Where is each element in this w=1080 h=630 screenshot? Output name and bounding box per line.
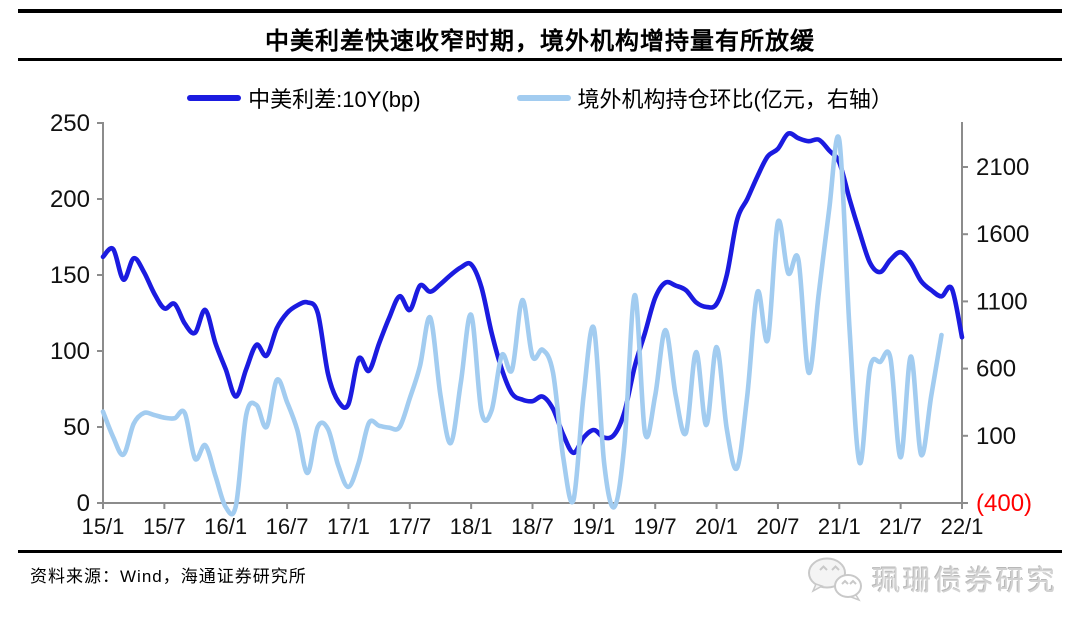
chart-legend: 中美利差:10Y(bp) 境外机构持仓环比(亿元，右轴） xyxy=(0,82,1080,114)
spread-line-swatch xyxy=(187,95,242,101)
top-rule xyxy=(18,9,1062,13)
left-axis-tick-label: 100 xyxy=(50,338,90,365)
x-axis-tick-label: 17/1 xyxy=(327,514,370,539)
x-axis-tick-label: 18/7 xyxy=(511,514,554,539)
left-axis-tick-label: 50 xyxy=(63,414,90,441)
right-axis-tick-label: 2100 xyxy=(976,154,1029,181)
right-axis-tick-label: 100 xyxy=(976,423,1016,450)
holdings-line-swatch xyxy=(516,95,571,101)
right-axis-tick-label: 1100 xyxy=(976,288,1028,315)
spread-line xyxy=(100,130,965,456)
left-axis-tick-label: 0 xyxy=(77,490,90,517)
watermark-text: 珮珊债券研究 xyxy=(871,566,1058,597)
right-axis-tick-label: 600 xyxy=(976,356,1016,383)
legend-label-holdings: 境外机构持仓环比(亿元，右轴） xyxy=(577,87,893,112)
x-axis-tick-label: 20/7 xyxy=(757,514,800,539)
legend-label-spread: 中美利差:10Y(bp) xyxy=(248,87,421,112)
series-lines xyxy=(100,130,965,517)
holdings-line xyxy=(100,134,944,517)
legend-item-spread: 中美利差:10Y(bp) xyxy=(187,82,421,114)
x-axis-tick-label: 19/7 xyxy=(634,514,677,539)
title-divider-rule xyxy=(18,58,1062,61)
x-axis-tick-label: 22/1 xyxy=(941,514,984,539)
legend-item-holdings: 境外机构持仓环比(亿元，右轴） xyxy=(516,82,893,114)
x-axis-tick-label: 15/7 xyxy=(143,514,186,539)
x-axis-tick-label: 19/1 xyxy=(572,514,615,539)
watermark: 珮珊债券研究 xyxy=(806,556,1058,602)
left-axis-tick-label: 200 xyxy=(50,186,90,213)
right-axis-tick-label: 1600 xyxy=(976,221,1029,248)
axes xyxy=(97,122,968,509)
source-note: 资料来源：Wind，海通证券研究所 xyxy=(30,567,307,586)
wechat-icon xyxy=(807,557,862,602)
bottom-rule xyxy=(18,550,1062,553)
left-axis-tick-label: 150 xyxy=(50,262,90,289)
x-axis-tick-label: 15/1 xyxy=(82,514,125,539)
x-axis-tick-label: 21/7 xyxy=(879,514,922,539)
x-axis-tick-label: 18/1 xyxy=(450,514,493,539)
chart-title: 中美利差快速收窄时期，境外机构增持量有所放缓 xyxy=(265,29,815,55)
x-axis-tick-label: 17/7 xyxy=(388,514,431,539)
left-axis-tick-label: 250 xyxy=(50,110,90,137)
x-axis-tick-label: 16/1 xyxy=(204,514,247,539)
x-axis-tick-label: 20/1 xyxy=(695,514,738,539)
x-axis-tick-label: 16/7 xyxy=(266,514,309,539)
x-axis-tick-label: 21/1 xyxy=(818,514,861,539)
right-axis-tick-label: (400) xyxy=(976,490,1032,517)
axis-labels: 0 50 100 150 200 250 (400) 100 600 1100 1600 2100 15… xyxy=(50,110,1032,539)
